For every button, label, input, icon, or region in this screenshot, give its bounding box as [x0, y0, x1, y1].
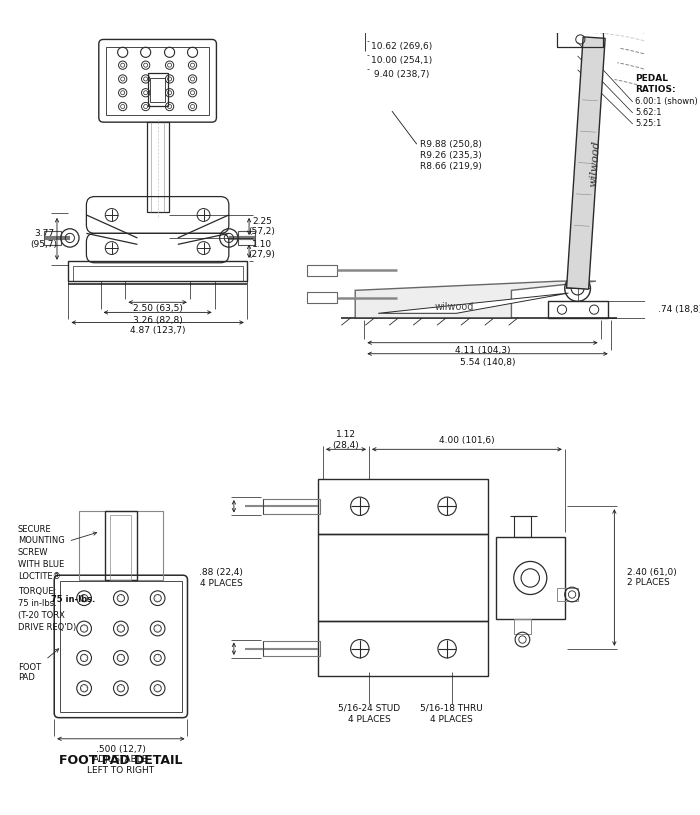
Bar — [548, 302, 608, 318]
Bar — [318, 621, 489, 676]
Text: SECURE
MOUNTING
SCREW
WITH BLUE
LOCTITE®: SECURE MOUNTING SCREW WITH BLUE LOCTITE® — [18, 525, 64, 581]
Bar — [496, 536, 565, 619]
Text: 10.00 (254,1): 10.00 (254,1) — [371, 56, 432, 65]
Bar — [318, 478, 489, 534]
Text: TORQUE:
75 in-lbs.
(T-20 TORX
DRIVE REQ'D): TORQUE: 75 in-lbs. (T-20 TORX DRIVE REQ'… — [18, 587, 76, 632]
Bar — [60, 581, 182, 712]
Text: LEFT TO RIGHT: LEFT TO RIGHT — [88, 765, 155, 774]
Text: RATIOS:: RATIOS: — [636, 85, 676, 94]
Bar — [557, 0, 603, 46]
Bar — [263, 641, 321, 656]
Text: 2.50 (63,5): 2.50 (63,5) — [133, 304, 183, 313]
Bar — [150, 78, 165, 102]
Bar — [146, 122, 169, 212]
Bar — [105, 511, 137, 579]
Bar — [111, 515, 132, 579]
Text: wilwood: wilwood — [434, 302, 474, 312]
Text: 1.12
(28,4): 1.12 (28,4) — [332, 430, 359, 450]
Bar — [148, 73, 168, 106]
Text: 5/16-24 STUD: 5/16-24 STUD — [338, 704, 400, 713]
Bar — [307, 292, 337, 303]
Text: 4.00 (101,6): 4.00 (101,6) — [439, 436, 495, 445]
Text: 2.25
(57,2): 2.25 (57,2) — [248, 217, 275, 236]
Text: 4 PLACES: 4 PLACES — [430, 715, 473, 724]
Text: FOOT PAD DETAIL: FOOT PAD DETAIL — [59, 755, 183, 768]
Text: .500 (12,7): .500 (12,7) — [96, 746, 146, 755]
Text: 4 PLACES: 4 PLACES — [348, 715, 391, 724]
Polygon shape — [355, 281, 596, 318]
Text: 3.77
(95,7): 3.77 (95,7) — [31, 229, 57, 249]
Text: PEDAL: PEDAL — [636, 74, 668, 83]
Bar — [68, 261, 247, 281]
Text: 5.54 (140,8): 5.54 (140,8) — [460, 358, 515, 367]
Text: 10.62 (269,6): 10.62 (269,6) — [371, 42, 432, 51]
Bar — [514, 517, 531, 536]
Text: 75 in-lbs.: 75 in-lbs. — [51, 594, 95, 604]
Text: 3.26 (82,8): 3.26 (82,8) — [133, 316, 183, 325]
Bar — [106, 46, 209, 115]
Bar — [514, 619, 531, 634]
Text: R8.66 (219,9): R8.66 (219,9) — [419, 161, 482, 171]
Text: .74 (18,8): .74 (18,8) — [659, 305, 700, 314]
Text: R9.88 (250,8): R9.88 (250,8) — [419, 139, 482, 148]
Text: 5.25:1: 5.25:1 — [636, 120, 662, 129]
Text: wilwood: wilwood — [589, 139, 601, 187]
Text: .88 (22,4)
4 PLACES: .88 (22,4) 4 PLACES — [199, 568, 243, 588]
Text: FOOT
PAD: FOOT PAD — [18, 663, 41, 682]
Bar — [238, 231, 255, 245]
Text: 9.40 (238,7): 9.40 (238,7) — [371, 70, 429, 79]
Text: 5.62:1: 5.62:1 — [636, 108, 662, 117]
Bar — [73, 266, 243, 281]
Text: 5/16-18 THRU: 5/16-18 THRU — [420, 704, 483, 713]
Text: 4.11 (104,3): 4.11 (104,3) — [455, 346, 510, 355]
Text: 1.10
(27,9): 1.10 (27,9) — [248, 240, 275, 259]
Bar — [263, 499, 321, 513]
Polygon shape — [566, 37, 605, 289]
Bar — [318, 534, 489, 621]
Polygon shape — [378, 293, 568, 313]
Bar — [557, 588, 578, 601]
Text: 6.00:1 (shown): 6.00:1 (shown) — [636, 98, 698, 107]
Text: 2.40 (61,0)
2 PLACES: 2.40 (61,0) 2 PLACES — [627, 568, 677, 588]
Bar — [307, 265, 337, 275]
Text: 4.87 (123,7): 4.87 (123,7) — [130, 326, 186, 335]
Bar — [79, 511, 162, 579]
Text: R9.26 (235,3): R9.26 (235,3) — [419, 151, 482, 160]
Bar — [44, 231, 61, 245]
Text: ADJUSTABLE: ADJUSTABLE — [93, 756, 148, 764]
